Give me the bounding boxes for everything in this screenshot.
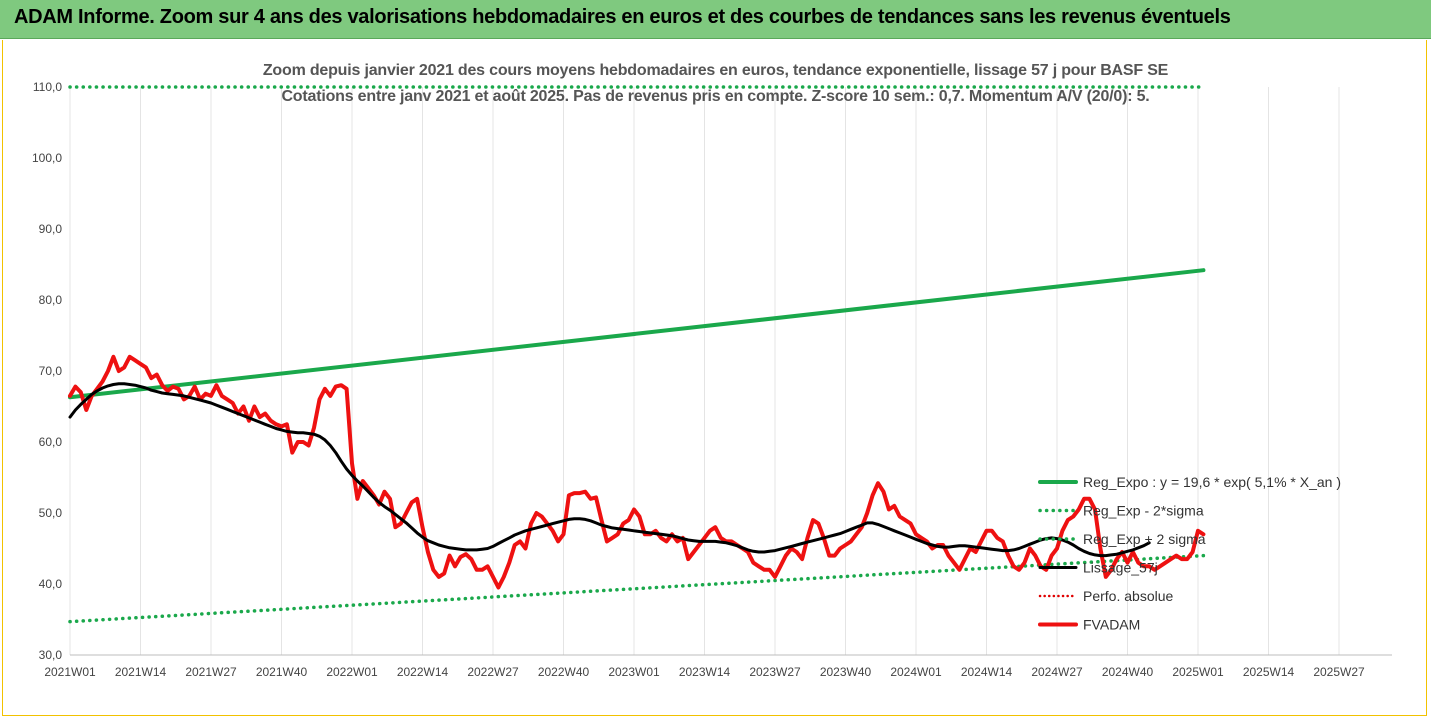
x-tick-label: 2024W27 [1031, 665, 1083, 679]
x-tick-label: 2023W27 [749, 665, 801, 679]
legend-fvadam-label: FVADAM [1083, 617, 1140, 633]
reg-expo-line [68, 268, 1206, 400]
chart-frame [2, 40, 1427, 716]
x-tick-label: 2025W14 [1243, 665, 1295, 679]
x-tick-label: 2023W01 [608, 665, 660, 679]
y-tick-label: 50,0 [39, 506, 63, 520]
x-tick-label: 2025W01 [1172, 665, 1224, 679]
x-tick-label: 2022W01 [326, 665, 378, 679]
x-tick-label: 2023W40 [820, 665, 872, 679]
x-tick-label: 2024W14 [961, 665, 1013, 679]
legend-perfo-label: Perfo. absolue [1083, 588, 1173, 604]
y-tick-label: 110,0 [33, 80, 62, 94]
y-tick-label: 70,0 [39, 364, 63, 378]
legend-plus-2sigma-label: Reg_Exp + 2 sigma [1083, 531, 1206, 547]
x-tick-label: 2021W40 [256, 665, 308, 679]
legend-minus-2sigma-label: Reg_Exp - 2*sigma [1083, 503, 1204, 519]
x-tick-label: 2021W27 [185, 665, 237, 679]
report-banner: ADAM Informe. Zoom sur 4 ans des valoris… [0, 0, 1431, 39]
lissage-line [68, 382, 1151, 558]
x-tick-label: 2023W14 [679, 665, 731, 679]
chart-title: Zoom depuis janvier 2021 des cours moyen… [262, 62, 1169, 79]
fvadam-line [68, 354, 1206, 590]
x-tick-label: 2022W40 [538, 665, 590, 679]
legend: Reg_Expo : y = 19,6 * exp( 5,1% * X_an )… [1038, 474, 1341, 633]
y-tick-label: 40,0 [39, 577, 63, 591]
legend-reg-expo-label: Reg_Expo : y = 19,6 * exp( 5,1% * X_an ) [1083, 474, 1341, 490]
legend-lissage-label: Lissage_57j [1083, 560, 1158, 576]
chart-subtitle: Cotations entre janv 2021 et août 2025. … [281, 88, 1150, 105]
x-tick-label: 2024W01 [890, 665, 942, 679]
report-title: ADAM Informe. Zoom sur 4 ans des valoris… [14, 6, 1231, 28]
y-tick-label: 60,0 [39, 435, 63, 449]
x-tick-label: 2024W40 [1102, 665, 1154, 679]
y-tick-label: 30,0 [39, 648, 63, 662]
x-tick-label: 2022W27 [467, 665, 519, 679]
reg-exp-minus-2sigma-line [68, 553, 1206, 624]
series [68, 85, 1206, 624]
y-tick-label: 90,0 [39, 222, 63, 236]
x-tick-label: 2022W14 [397, 665, 449, 679]
y-tick-label: 100,0 [32, 151, 62, 165]
y-tick-label: 80,0 [39, 293, 63, 307]
axes: 30,0 40,0 50,0 60,0 70,0 80,0 90,0 100,0 110,0 20… [32, 80, 1392, 679]
x-tick-label: 2021W01 [44, 665, 96, 679]
x-tick-label: 2021W14 [115, 665, 167, 679]
x-tick-label: 2025W27 [1313, 665, 1365, 679]
